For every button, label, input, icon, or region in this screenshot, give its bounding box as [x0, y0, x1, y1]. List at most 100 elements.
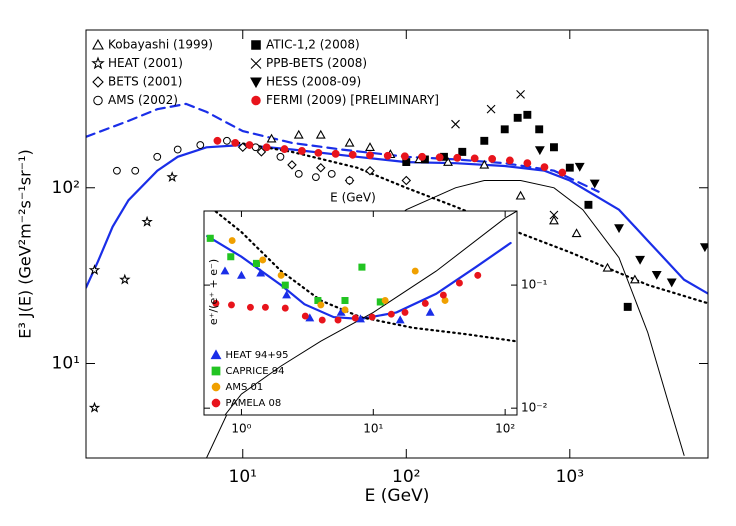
- marker: [699, 243, 708, 253]
- marker: [287, 160, 297, 170]
- marker: [227, 301, 235, 309]
- marker: [534, 146, 545, 156]
- marker: [153, 152, 162, 161]
- plot-frame: [85, 29, 709, 459]
- marker: [418, 152, 427, 161]
- marker: [366, 151, 374, 160]
- marker: [505, 156, 514, 165]
- marker: [344, 137, 355, 147]
- marker: [365, 142, 375, 152]
- marker: [480, 136, 489, 145]
- marker: [470, 154, 479, 163]
- marker: [451, 119, 460, 129]
- marker: [486, 104, 496, 114]
- marker: [250, 77, 262, 89]
- marker: [351, 314, 359, 322]
- marker: [425, 307, 435, 316]
- legend-label: BETS (2001): [108, 75, 182, 89]
- marker: [293, 129, 304, 139]
- marker: [212, 299, 220, 307]
- y-axis-label: E³ J(E) (GeV²m⁻²s⁻¹sr⁻¹): [16, 149, 35, 339]
- legend-label: PPB-BETS (2008): [266, 56, 367, 70]
- marker: [565, 163, 574, 172]
- marker: [256, 147, 267, 157]
- marker: [227, 253, 235, 261]
- marker: [250, 58, 262, 69]
- marker: [88, 264, 101, 275]
- marker: [584, 200, 593, 209]
- legend-label: HEAT (2001): [108, 56, 183, 70]
- marker: [395, 315, 405, 324]
- marker: [535, 125, 544, 134]
- marker: [311, 173, 320, 181]
- plot-area: [204, 211, 517, 415]
- marker: [400, 152, 409, 161]
- marker: [281, 304, 289, 312]
- marker: [213, 136, 222, 145]
- marker: [211, 398, 221, 408]
- marker: [479, 159, 490, 169]
- plot-layer: [86, 89, 708, 458]
- marker: [314, 148, 323, 157]
- marker: [294, 169, 303, 178]
- marker: [266, 133, 277, 143]
- marker: [523, 110, 532, 119]
- marker: [348, 150, 357, 159]
- legend-label: ATIC-1,2 (2008): [266, 38, 360, 52]
- marker: [141, 215, 153, 227]
- marker: [549, 210, 559, 220]
- marker: [91, 56, 105, 70]
- marker: [119, 273, 131, 285]
- marker: [540, 163, 549, 172]
- marker: [262, 143, 271, 152]
- marker: [131, 166, 140, 175]
- marker: [666, 278, 677, 288]
- marker: [574, 162, 585, 172]
- model-curve: [86, 143, 708, 295]
- marker: [602, 262, 613, 272]
- inset-y-axis-label: e⁺/(e⁺ + e⁻): [207, 259, 220, 325]
- inset-x-axis-label: E (GeV): [330, 191, 376, 205]
- marker: [251, 40, 261, 50]
- marker: [92, 76, 104, 88]
- marker: [92, 38, 104, 50]
- marker: [223, 136, 231, 145]
- marker: [231, 138, 240, 147]
- marker: [455, 279, 463, 287]
- marker: [488, 154, 497, 163]
- marker: [651, 270, 662, 280]
- marker: [334, 316, 342, 324]
- marker: [280, 145, 289, 153]
- marker: [513, 113, 522, 122]
- marker: [356, 314, 365, 323]
- marker: [365, 165, 375, 176]
- marker: [93, 95, 103, 106]
- marker: [341, 306, 349, 314]
- marker: [435, 153, 444, 162]
- marker: [345, 176, 354, 185]
- marker: [315, 129, 326, 139]
- x-tick-label: 10²: [495, 422, 515, 436]
- marker: [318, 316, 326, 324]
- plot-frame: [203, 210, 518, 416]
- y-tick-label: 10⁻¹: [521, 278, 548, 292]
- marker: [341, 296, 349, 304]
- marker: [251, 95, 261, 106]
- marker: [387, 310, 395, 318]
- marker: [281, 281, 289, 289]
- model-curve: [224, 211, 517, 415]
- marker: [301, 312, 309, 320]
- marker: [421, 299, 429, 307]
- x-tick-label: 10¹: [363, 422, 383, 436]
- marker: [228, 237, 236, 245]
- marker: [237, 270, 246, 279]
- marker: [113, 166, 121, 175]
- marker: [368, 313, 376, 321]
- marker: [211, 382, 221, 392]
- marker: [196, 141, 205, 149]
- marker: [256, 268, 266, 277]
- marker: [550, 143, 558, 152]
- y-tick-label: 10¹: [52, 354, 80, 374]
